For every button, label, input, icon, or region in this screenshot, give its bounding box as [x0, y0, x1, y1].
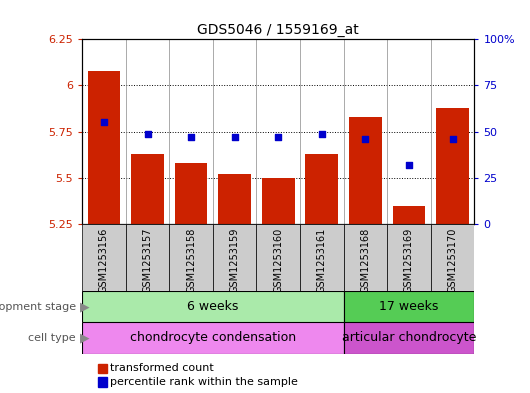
Text: articular chondrocyte: articular chondrocyte	[342, 331, 476, 345]
Text: GSM1253160: GSM1253160	[273, 227, 283, 293]
Bar	[262, 178, 295, 224]
Bar	[343, 224, 387, 291]
Bar	[87, 71, 120, 224]
Point	[143, 130, 152, 137]
Point	[448, 136, 457, 142]
Bar	[82, 224, 126, 291]
Bar	[300, 224, 343, 291]
Text: GSM1253156: GSM1253156	[99, 227, 109, 293]
Point	[231, 134, 239, 140]
Point	[317, 130, 326, 137]
Text: transformed count: transformed count	[110, 363, 214, 373]
Bar	[343, 291, 474, 322]
Text: development stage: development stage	[0, 301, 80, 312]
Text: 6 weeks: 6 weeks	[187, 300, 239, 313]
Title: GDS5046 / 1559169_at: GDS5046 / 1559169_at	[197, 23, 359, 37]
Text: GSM1253168: GSM1253168	[360, 227, 370, 293]
Bar	[436, 108, 469, 224]
Bar	[387, 224, 431, 291]
Text: cell type: cell type	[29, 333, 80, 343]
Bar	[131, 154, 164, 224]
Text: ▶: ▶	[80, 331, 89, 345]
Bar	[169, 224, 213, 291]
Text: GSM1253170: GSM1253170	[447, 227, 457, 293]
Text: GSM1253161: GSM1253161	[317, 227, 327, 293]
Bar	[431, 224, 474, 291]
Bar	[126, 224, 169, 291]
Text: GSM1253158: GSM1253158	[186, 227, 196, 293]
Bar	[349, 117, 382, 224]
Bar	[175, 163, 207, 224]
Text: GSM1253159: GSM1253159	[229, 227, 240, 293]
Text: GSM1253169: GSM1253169	[404, 227, 414, 293]
Point	[187, 134, 196, 140]
Bar	[393, 206, 425, 224]
Point	[405, 162, 413, 168]
Bar	[343, 322, 474, 354]
Point	[361, 136, 369, 142]
Text: GSM1253157: GSM1253157	[143, 227, 153, 293]
Bar	[305, 154, 338, 224]
Text: ▶: ▶	[80, 300, 89, 313]
Text: 17 weeks: 17 weeks	[379, 300, 439, 313]
Point	[274, 134, 282, 140]
Bar	[82, 322, 343, 354]
Bar	[213, 224, 257, 291]
Text: percentile rank within the sample: percentile rank within the sample	[110, 377, 297, 387]
Bar	[218, 174, 251, 224]
Text: chondrocyte condensation: chondrocyte condensation	[130, 331, 296, 345]
Bar	[82, 291, 343, 322]
Point	[100, 119, 108, 126]
Bar	[257, 224, 300, 291]
